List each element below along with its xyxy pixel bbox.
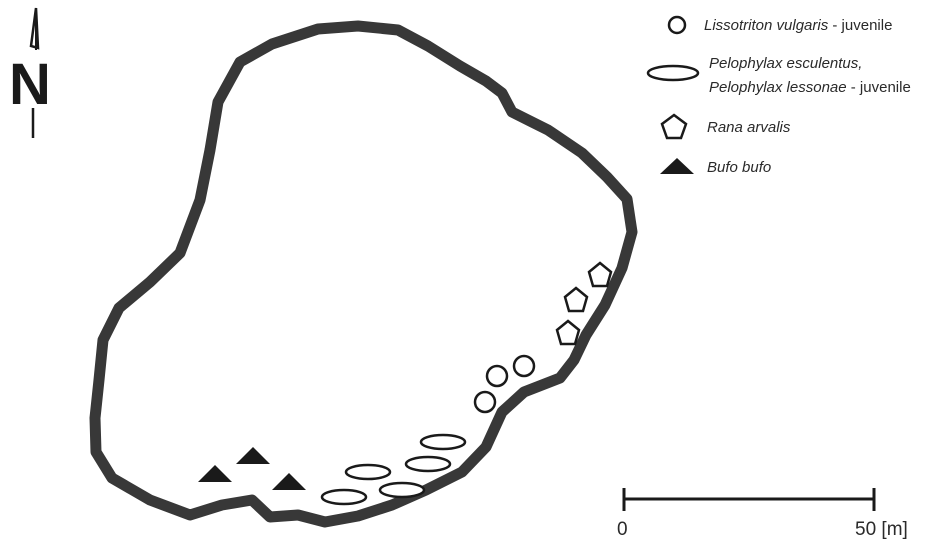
pentagon-marker [587, 261, 613, 288]
circle-marker [473, 390, 497, 414]
north-letter: N [9, 52, 51, 117]
ellipse-marker [320, 488, 368, 506]
legend-item-pelophylax-line1: Pelophylax esculentus, [709, 55, 862, 72]
pentagon-marker [555, 319, 581, 346]
rana-arvalis-markers [555, 261, 613, 346]
legend: Lissotriton vulgaris - juvenile Pelophyl… [646, 15, 911, 176]
legend-ellipse-icon [646, 64, 700, 82]
ellipse-marker [404, 455, 452, 473]
legend-item-rana: Rana arvalis [707, 119, 791, 136]
lissotriton-vulgaris-markers [473, 354, 536, 414]
legend-pentagon-icon [660, 113, 688, 140]
ellipse-marker [344, 463, 392, 481]
scale-bar: 0 50 [m] [617, 488, 908, 540]
bufo-bufo-markers [198, 447, 306, 490]
legend-triangle-icon [660, 158, 694, 174]
scale-end-label: 50 [m] [855, 519, 908, 540]
pelophylax-markers [320, 433, 467, 506]
legend-item-pelophylax-line2: Pelophylax lessonae - juvenile [709, 79, 911, 96]
ellipse-marker [419, 433, 467, 451]
triangle-marker [236, 447, 270, 464]
circle-marker [485, 364, 509, 388]
triangle-marker [198, 465, 232, 482]
ellipse-marker [378, 481, 426, 499]
legend-item-bufo: Bufo bufo [707, 159, 771, 176]
pentagon-marker [563, 286, 589, 313]
legend-circle-icon [667, 15, 687, 35]
triangle-marker [272, 473, 306, 490]
circle-marker [512, 354, 536, 378]
pond-outline [89, 20, 638, 528]
north-arrow: N [9, 7, 51, 138]
scale-start-label: 0 [617, 519, 628, 540]
legend-item-lissotriton: Lissotriton vulgaris - juvenile [704, 17, 892, 34]
